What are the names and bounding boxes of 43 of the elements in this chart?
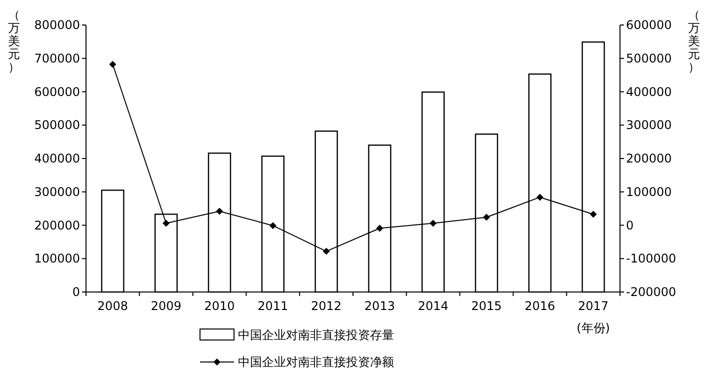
y-tick-label: 200000 — [34, 218, 80, 232]
y-tick-label: 500000 — [34, 118, 80, 132]
y2-tick-label: -200000 — [626, 285, 676, 299]
x-tick-label: 2016 — [524, 299, 556, 313]
x-tick-label: 2012 — [311, 299, 342, 313]
y2-tick-label: 500000 — [626, 51, 672, 66]
y2-tick-label: 600000 — [626, 18, 672, 32]
y-tick-label: 300000 — [34, 184, 80, 199]
y-tick-label: 600000 — [34, 84, 80, 99]
x-tick-label: 2008 — [97, 299, 128, 313]
y-tick-label: 400000 — [34, 152, 80, 166]
y2-tick-label: 100000 — [626, 184, 672, 199]
point — [483, 214, 490, 221]
y2-tick-label: 300000 — [626, 118, 672, 132]
x-tick-label: 2013 — [364, 299, 395, 313]
point — [322, 248, 330, 255]
y-tick-label: 0 — [72, 285, 80, 299]
point — [430, 220, 437, 227]
x-tick-label: 2010 — [204, 299, 235, 313]
point — [590, 210, 597, 218]
y-tick-label: 700000 — [34, 51, 80, 66]
y2-tick-label: 0 — [626, 218, 634, 232]
point — [376, 224, 384, 232]
x-axis-title: (年份) — [576, 321, 610, 335]
x-tick-label: 2017 — [578, 299, 609, 313]
y2-tick-label: 400000 — [626, 84, 672, 99]
point — [162, 220, 170, 227]
point — [216, 208, 223, 215]
legend-label: 中国企业对南非直接投资存量 — [238, 328, 394, 342]
y2-tick-label: -100000 — [626, 252, 676, 266]
x-tick-label: 2014 — [418, 299, 448, 313]
y2-axis-title: （万美元） — [688, 8, 700, 74]
y-tick-label: 800000 — [34, 18, 80, 32]
point — [269, 222, 276, 230]
y-axis-title: （万美元） — [8, 8, 20, 74]
point — [536, 194, 544, 201]
legend-label: 中国企业对南非直接投资净额 — [238, 355, 394, 369]
y-tick-label: 100000 — [34, 252, 80, 266]
x-tick-label: 2011 — [258, 299, 288, 313]
x-tick-label: 2015 — [471, 299, 502, 313]
y2-tick-label: 200000 — [626, 152, 672, 166]
point — [109, 60, 116, 68]
x-tick-label: 2009 — [150, 299, 182, 313]
